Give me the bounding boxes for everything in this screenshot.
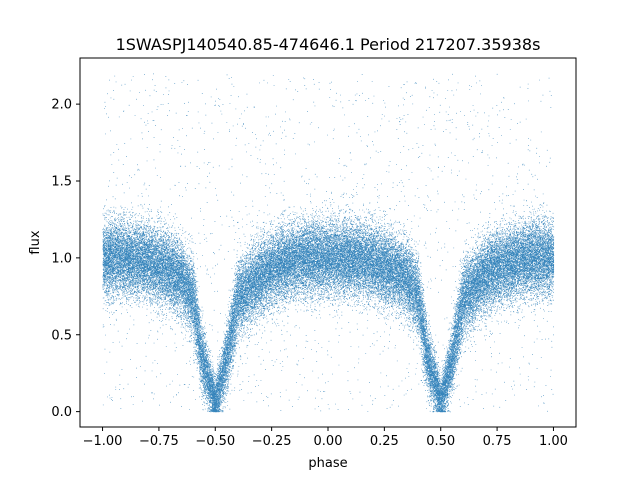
x-tick-label: 0.50 xyxy=(426,434,455,449)
y-axis-label: flux xyxy=(28,230,43,254)
x-tick-label: −0.75 xyxy=(139,434,179,449)
x-tick-label: 0.25 xyxy=(370,434,399,449)
y-tick-label: 2.0 xyxy=(51,98,72,113)
x-tick-label: 0.75 xyxy=(483,434,512,449)
y-tick-label: 1.0 xyxy=(51,251,72,266)
x-axis: −1.00 −0.75 −0.50 −0.25 0.00 0.25 0.50 0.75 1.00 xyxy=(83,427,568,449)
x-tick-label: −0.25 xyxy=(252,434,292,449)
data-points xyxy=(102,73,555,413)
x-tick-label: 0.00 xyxy=(314,434,343,449)
chart-title: 1SWASPJ140540.85-474646.1 Period 217207.… xyxy=(116,35,541,54)
y-tick-label: 0.0 xyxy=(51,405,72,420)
x-tick-label: −1.00 xyxy=(83,434,123,449)
scatter-points xyxy=(102,73,555,413)
y-axis: 0.0 0.5 1.0 1.5 2.0 xyxy=(51,98,80,420)
x-tick-label: −0.50 xyxy=(195,434,235,449)
y-tick-label: 1.5 xyxy=(51,175,72,190)
x-axis-label: phase xyxy=(308,456,347,471)
x-tick-label: 1.00 xyxy=(539,434,568,449)
y-tick-label: 0.5 xyxy=(51,328,72,343)
